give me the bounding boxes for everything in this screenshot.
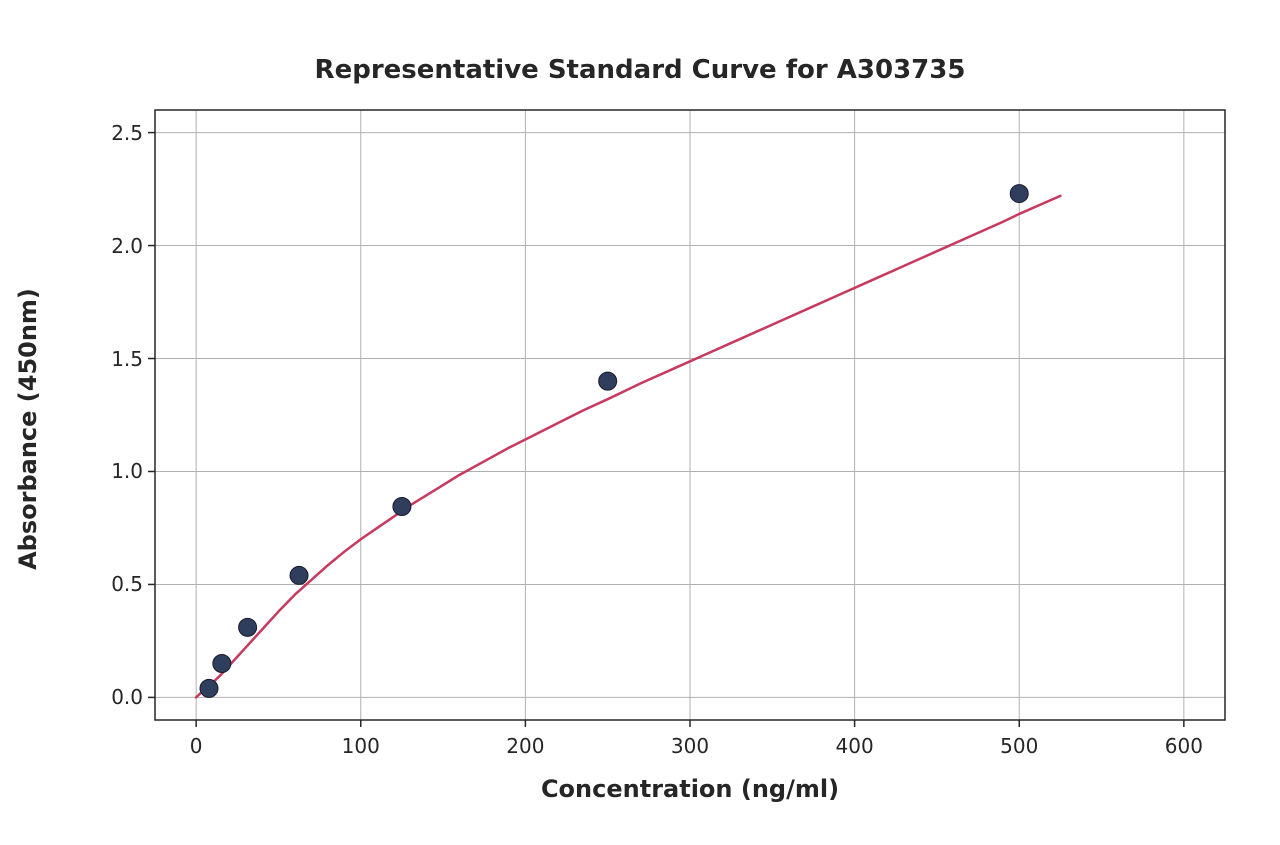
data-point — [599, 372, 617, 390]
x-tick-label: 500 — [1000, 734, 1038, 758]
x-tick-label: 600 — [1165, 734, 1203, 758]
x-tick-label: 200 — [506, 734, 544, 758]
y-tick-label: 2.5 — [105, 121, 143, 145]
data-point — [290, 566, 308, 584]
chart-svg — [0, 0, 1280, 845]
chart-container: Representative Standard Curve for A30373… — [0, 0, 1280, 845]
chart-title: Representative Standard Curve for A30373… — [0, 55, 1280, 85]
data-point — [213, 655, 231, 673]
fitted-curve — [196, 196, 1060, 698]
y-tick-label: 1.5 — [105, 347, 143, 371]
data-point — [239, 618, 257, 636]
data-point — [1010, 185, 1028, 203]
y-tick-label: 1.0 — [105, 459, 143, 483]
data-point — [393, 498, 411, 516]
y-tick-label: 0.5 — [105, 572, 143, 596]
x-tick-label: 100 — [342, 734, 380, 758]
data-point — [200, 679, 218, 697]
x-tick-label: 0 — [190, 734, 203, 758]
y-tick-label: 2.0 — [105, 234, 143, 258]
x-tick-label: 300 — [671, 734, 709, 758]
y-axis-label: Absorbance (450nm) — [14, 124, 42, 734]
x-axis-label: Concentration (ng/ml) — [541, 775, 839, 803]
y-tick-label: 0.0 — [105, 685, 143, 709]
x-tick-label: 400 — [836, 734, 874, 758]
